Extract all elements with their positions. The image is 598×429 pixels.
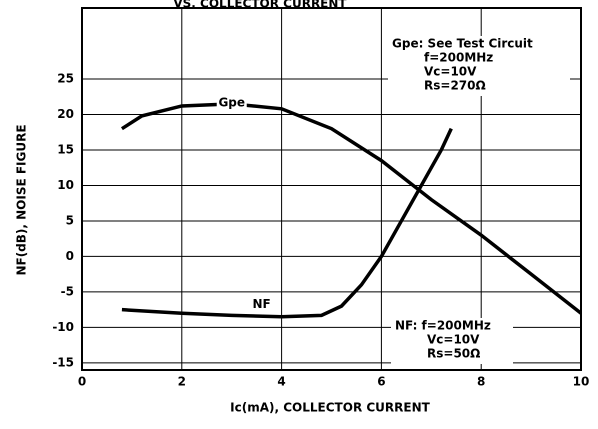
chart-title: VS. COLLECTOR CURRENT xyxy=(173,0,347,11)
series-label: Gpe xyxy=(218,95,245,109)
annotation-bg xyxy=(391,318,513,364)
x-tick-label: 2 xyxy=(178,375,186,389)
x-tick-label: 10 xyxy=(573,375,590,389)
annotation-text: Rs=270Ω xyxy=(424,79,486,93)
x-tick-label: 0 xyxy=(78,375,86,389)
y-tick-label: 5 xyxy=(66,213,74,227)
y-tick-label: 25 xyxy=(57,71,74,85)
x-axis-label: Ic(mA), COLLECTOR CURRENT xyxy=(230,401,430,415)
x-tick-label: 4 xyxy=(277,375,285,389)
y-axis-label: NF(dB), NOISE FIGURE xyxy=(15,124,29,275)
y-tick-label: 15 xyxy=(57,142,74,156)
y-tick-label: -10 xyxy=(52,320,74,334)
y-tick-label: 10 xyxy=(57,178,74,192)
series-label: NF xyxy=(253,297,271,311)
annotation-text: Gpe: See Test Circuit xyxy=(392,37,533,51)
annotation-text: Rs=50Ω xyxy=(427,347,480,361)
annotation-text: Vc=10V xyxy=(424,65,477,79)
y-tick-label: -5 xyxy=(61,284,74,298)
y-tick-label: -15 xyxy=(52,355,74,369)
x-tick-label: 6 xyxy=(377,375,385,389)
annotation-text: Vc=10V xyxy=(427,333,480,347)
x-tick-label: 8 xyxy=(477,375,485,389)
line-series xyxy=(121,127,453,319)
y-tick-label: 20 xyxy=(57,107,74,121)
line-series xyxy=(120,102,583,315)
y-tick-label: 0 xyxy=(66,249,74,263)
label-bg xyxy=(216,95,247,110)
annotation-text: f=200MHz xyxy=(424,51,493,65)
annotation-text: NF: f=200MHz xyxy=(395,319,491,333)
annotation-bg xyxy=(388,36,570,96)
